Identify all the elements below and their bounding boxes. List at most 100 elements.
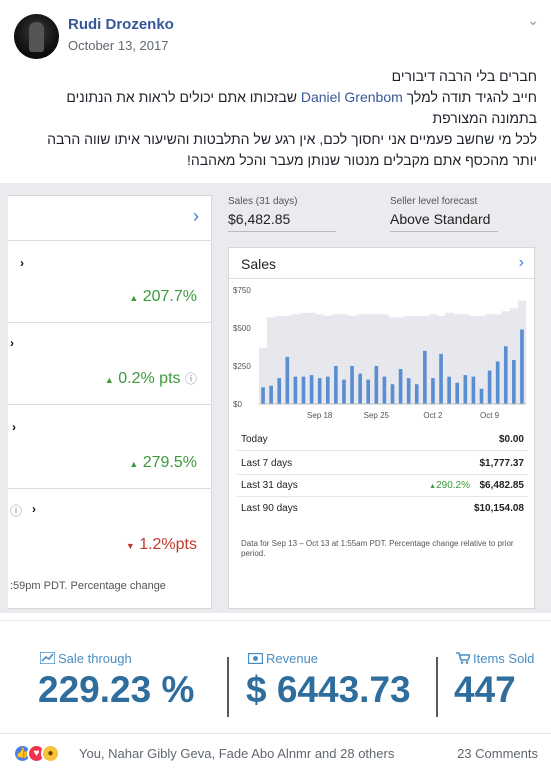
background-bar	[453, 314, 462, 404]
post-line: יותר מהכסף אתם מקבלים מנטור שנותן מעבר ו…	[186, 152, 537, 168]
x-tick-label: Sep 25	[364, 411, 390, 420]
sales-bar[interactable]	[455, 382, 460, 404]
background-bar	[461, 314, 470, 404]
sales-bar[interactable]	[334, 366, 338, 404]
background-bar	[323, 315, 333, 404]
post-line-part: חייב להגיד תודה למלך	[406, 89, 537, 105]
sales-bar[interactable]	[503, 346, 508, 404]
revenue-value: $ 6443.73	[246, 669, 411, 710]
background-bar	[339, 314, 349, 404]
sales-bar[interactable]	[512, 359, 516, 404]
sales-bar[interactable]	[285, 356, 290, 404]
metrics-footnote: :59pm PDT. Percentage change	[10, 580, 166, 592]
sales-bar[interactable]	[414, 384, 419, 404]
background-bar	[445, 312, 454, 404]
post-options-chevron-icon[interactable]: ⌄	[527, 12, 539, 28]
post-date[interactable]: October 13, 2017	[68, 38, 169, 53]
divider	[229, 278, 534, 279]
sales-bar[interactable]	[317, 378, 322, 404]
y-tick-label: $750	[233, 286, 251, 295]
background-bar	[396, 317, 405, 404]
background-bar	[493, 314, 502, 404]
comments-count[interactable]: 23 Comments	[457, 746, 538, 761]
sales-bar[interactable]	[301, 376, 306, 404]
background-bar	[412, 315, 422, 404]
chevron-right-icon: ›	[32, 502, 36, 516]
sales-bar[interactable]	[358, 373, 362, 404]
sales-row: Last 7 days $1,777.37	[241, 458, 524, 469]
post-line: בתמונה המצורפת	[432, 110, 537, 126]
sales-bar[interactable]	[277, 378, 282, 404]
sales-bar[interactable]	[350, 366, 354, 404]
sales-bar[interactable]	[520, 329, 524, 404]
sales-bar[interactable]	[495, 361, 500, 404]
metric-value: ▲ 0.2% pts ⓘ	[104, 370, 197, 387]
money-icon	[248, 653, 263, 664]
sales-bar[interactable]	[342, 379, 346, 404]
sales-bar[interactable]	[269, 385, 273, 404]
y-tick-label: $250	[233, 362, 251, 371]
sales-period-value: $6,482.85	[228, 211, 291, 227]
reaction-names[interactable]: You, Nahar Gibly Geva, Fade Abo Alnmr an…	[79, 746, 395, 761]
background-bar	[404, 315, 413, 404]
background-bar	[267, 317, 276, 404]
divider	[436, 657, 438, 717]
divider	[8, 488, 212, 489]
sales-bar[interactable]	[398, 369, 403, 404]
forecast-label: Seller level forecast	[390, 196, 478, 207]
sales-bar[interactable]	[374, 366, 379, 404]
post-line: לכל מי שחשב פעמיים אני יחסוך לכם, אין רג…	[47, 131, 537, 147]
background-bar	[388, 317, 397, 404]
info-icon: ⓘ	[10, 504, 23, 518]
background-bar	[315, 314, 324, 404]
sales-bar[interactable]	[423, 350, 427, 404]
background-bar	[485, 314, 494, 404]
sales-bar[interactable]	[406, 378, 411, 404]
avatar[interactable]	[14, 14, 59, 59]
sales-bar[interactable]	[293, 376, 298, 404]
sales-bar[interactable]	[325, 376, 330, 404]
sales-bar[interactable]	[382, 376, 387, 404]
sales-bar[interactable]	[439, 353, 443, 404]
chevron-right-icon[interactable]: ›	[518, 254, 524, 271]
metric-value: ▲ 279.5%	[129, 454, 197, 471]
wow-icon[interactable]: ●	[41, 744, 60, 763]
sale-through-label: Sale through	[40, 651, 132, 666]
background-bar	[291, 314, 300, 404]
sales-row: Today $0.00	[241, 434, 524, 445]
reactions-bar: 👍 ♥ ● You, Nahar Gibly Geva, Fade Abo Al…	[0, 733, 551, 775]
sales-bar[interactable]	[463, 375, 468, 404]
post-line-part: שבזכותו אתם יכולים לראות את הנתונים	[66, 89, 297, 105]
chevron-right-icon: ›	[10, 336, 14, 350]
metric-value: ▲ 207.7%	[129, 288, 197, 305]
sales-bar[interactable]	[487, 370, 492, 404]
sales-bar[interactable]	[261, 387, 265, 404]
post-text: חברים בלי הרבה דיבורים חייב להגיד תודה ל…	[17, 66, 537, 171]
author-name[interactable]: Rudi Drozenko	[68, 16, 174, 33]
sales-bar[interactable]	[431, 378, 435, 404]
sales-bar[interactable]	[479, 388, 484, 404]
revenue-label: Revenue	[248, 651, 318, 666]
sales-bar[interactable]	[447, 376, 451, 404]
x-tick-label: Sep 18	[307, 411, 333, 420]
background-bar	[299, 312, 308, 404]
stats-strip: Sale through 229.23 % Revenue $ 6443.73 …	[0, 620, 551, 725]
sales-bar-chart: $0 $250 $500 $750 Sep 18 Sep 25 Oct 2 Oct 9	[233, 286, 527, 420]
sales-bar[interactable]	[471, 376, 476, 404]
divider	[227, 657, 229, 717]
background-bar	[428, 314, 438, 404]
forecast-value: Above Standard	[390, 211, 491, 227]
background-bar	[331, 314, 341, 404]
background-bar	[469, 315, 478, 404]
mention-link[interactable]: Daniel Grenbom	[300, 89, 403, 105]
background-bar	[307, 312, 316, 404]
sales-bar[interactable]	[390, 384, 395, 404]
sales-bar[interactable]	[309, 375, 314, 404]
sales-bar[interactable]	[366, 379, 371, 404]
post-line: חייב להגיד תודה למלך Daniel Grenbom שבזכ…	[17, 87, 537, 108]
chevron-right-icon: ›	[20, 256, 24, 270]
x-tick-label: Oct 9	[480, 411, 500, 420]
metrics-panel: › › ▲ 207.7% › ▲ 0.2% pts ⓘ › ▲ 279.5% ⓘ…	[8, 195, 212, 609]
background-bar	[275, 315, 284, 404]
cart-icon	[456, 652, 470, 664]
